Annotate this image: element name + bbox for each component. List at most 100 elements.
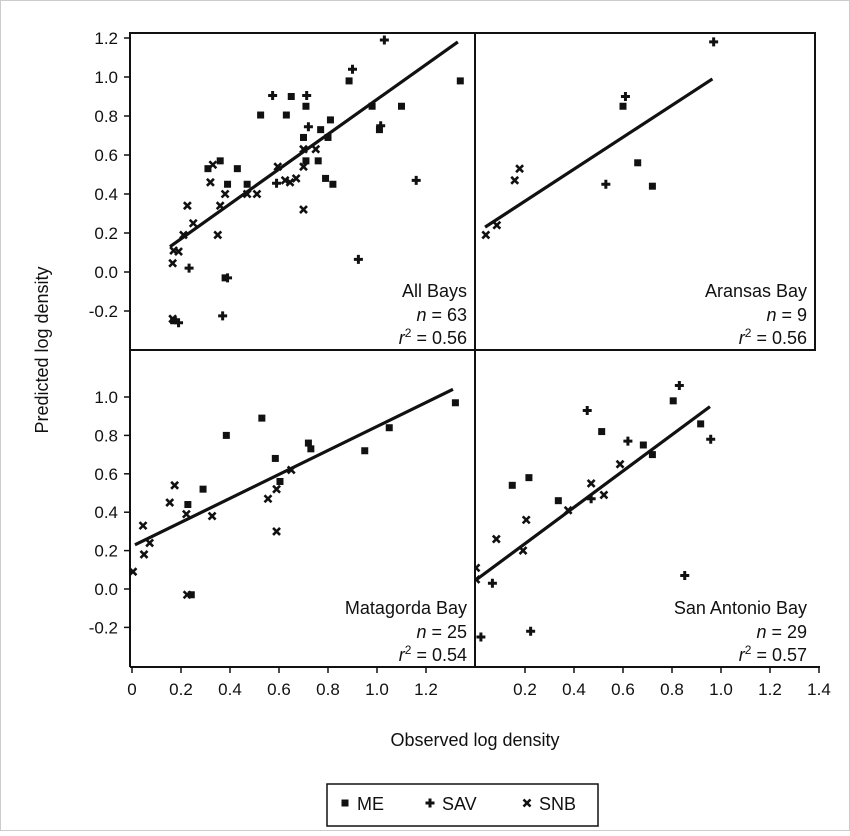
panel-title: San Antonio Bay — [674, 598, 807, 618]
x-tick-label: 0.8 — [316, 680, 340, 699]
x-axis-label: Observed log density — [390, 730, 559, 750]
legend-box — [326, 783, 599, 827]
sav-plus-point — [487, 578, 497, 588]
snb-cross-point — [205, 177, 215, 187]
panel-r-squared: r2 = 0.56 — [739, 326, 807, 348]
me-square-point — [258, 414, 266, 422]
sav-plus-point — [411, 175, 421, 185]
snb-cross-point — [174, 247, 183, 256]
y-tick-label: 0.2 — [94, 542, 118, 561]
me-square-point — [669, 397, 677, 405]
me-square-point — [451, 399, 459, 407]
snb-cross-point — [263, 494, 273, 504]
legend-label: ME — [357, 794, 384, 814]
me-square-point — [345, 77, 353, 85]
y-tick-label: 1.2 — [94, 29, 118, 48]
sav-plus-point — [623, 436, 633, 446]
regression-line — [484, 77, 714, 229]
snb-cross-point — [215, 201, 225, 211]
snb-cross-point — [521, 515, 531, 525]
me-square-point — [326, 116, 334, 124]
x-tick-label: 1.2 — [758, 680, 782, 699]
sav-plus-point — [303, 122, 313, 132]
me-square-point — [243, 180, 251, 188]
me-square-point — [322, 174, 330, 182]
snb-cross-point — [207, 511, 217, 521]
legend-item-sav: SAV — [425, 794, 477, 814]
snb-cross-point — [492, 220, 502, 230]
x-tick-label: 1.2 — [414, 680, 438, 699]
y-tick-label: 0.4 — [94, 185, 118, 204]
snb-cross-point — [299, 144, 308, 154]
panel-title: Aransas Bay — [705, 281, 807, 301]
x-tick-label: 1.0 — [709, 680, 733, 699]
legend-label: SAV — [442, 794, 477, 814]
y-tick-label: 0.6 — [94, 146, 118, 165]
sav-plus-point — [376, 121, 386, 131]
sav-plus-point — [272, 178, 282, 188]
me-square-point — [199, 485, 207, 493]
snb-cross-point — [311, 144, 321, 154]
panel-plot-area — [481, 37, 719, 240]
sav-plus-point — [680, 571, 690, 581]
snb-cross-point — [165, 498, 175, 508]
x-tick-label: 0.4 — [562, 680, 586, 699]
snb-cross-point — [515, 164, 525, 174]
me-square-point — [697, 420, 705, 428]
me-square-point — [282, 111, 290, 119]
x-tick-label: 0.2 — [513, 680, 537, 699]
me-square-point — [204, 165, 212, 173]
me-square-point — [317, 126, 325, 134]
y-tick-label: 0.0 — [94, 263, 118, 282]
snb-cross-point — [272, 526, 281, 536]
snb-cross-point — [299, 205, 308, 215]
snb-cross-point — [182, 201, 192, 211]
snb-cross-point — [179, 230, 188, 240]
snb-cross-point — [481, 230, 491, 240]
y-tick-label: 1.0 — [94, 388, 118, 407]
me-square-point — [187, 591, 195, 599]
sav-plus-point — [476, 632, 486, 642]
legend-label: SNB — [539, 794, 576, 814]
sav-plus-point — [674, 380, 684, 390]
me-square-point — [287, 93, 295, 100]
x-tick-label: 0 — [127, 680, 136, 699]
snb-cross-point — [586, 478, 596, 488]
me-square-point — [302, 157, 310, 165]
me-square-point — [598, 428, 606, 436]
snb-cross-point — [145, 538, 155, 548]
me-square-point — [300, 133, 307, 141]
panel-r-squared: r2 = 0.54 — [399, 643, 467, 665]
panel-title: All Bays — [402, 281, 467, 301]
me-square-point — [639, 441, 647, 449]
panel-aransas-bay: Aransas Bay n = 9r2 = 0.56 — [481, 37, 807, 348]
me-square-point — [222, 431, 230, 439]
x-tick-label: 0.6 — [611, 680, 635, 699]
snb-cross-point — [139, 550, 149, 559]
panel-n-count: n = 63 — [416, 305, 467, 325]
snb-cross-point — [599, 490, 609, 500]
sav-plus-point — [353, 254, 363, 264]
y-tick-label: 1.0 — [94, 68, 118, 87]
legend: ME SAV SNB — [326, 783, 599, 827]
sav-plus-point — [348, 64, 357, 74]
snb-cross-point — [168, 314, 178, 324]
x-tick-label: 0.8 — [660, 680, 684, 699]
sav-plus-point — [586, 494, 596, 504]
sav-plus-point — [184, 263, 194, 273]
snb-cross-point — [208, 160, 218, 170]
snb-cross-point — [563, 505, 573, 515]
y-tick-label: -0.2 — [89, 302, 118, 321]
panel-title: Matagorda Bay — [345, 598, 467, 618]
sav-plus-point — [302, 91, 312, 101]
snb-cross-point — [510, 175, 520, 185]
me-square-point — [304, 439, 312, 447]
snb-cross-point — [273, 162, 283, 172]
sav-plus-point — [526, 626, 536, 636]
x-tick-label: 0.6 — [267, 680, 291, 699]
me-square-point — [307, 445, 315, 453]
me-square-point — [233, 165, 241, 173]
